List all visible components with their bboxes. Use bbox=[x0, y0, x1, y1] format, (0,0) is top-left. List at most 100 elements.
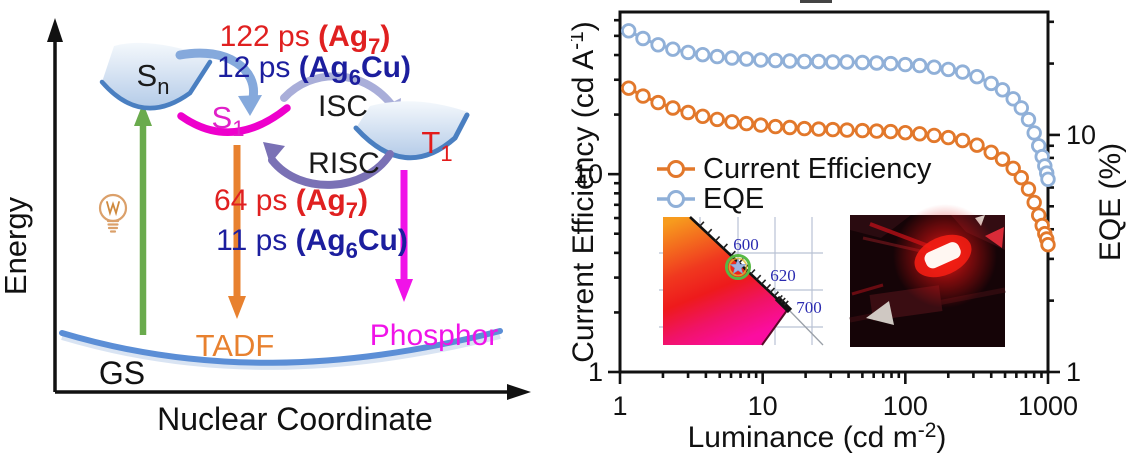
data-point-current-efficiency bbox=[926, 127, 942, 144]
data-point-eqe bbox=[680, 44, 696, 61]
sn-state-curve bbox=[99, 59, 213, 111]
data-point-current-efficiency bbox=[825, 121, 841, 138]
data-point-current-efficiency bbox=[665, 100, 681, 116]
data-point-current-efficiency bbox=[912, 126, 928, 142]
cie-purple-boundary bbox=[761, 308, 789, 346]
photo-oled-pixel bbox=[924, 242, 961, 269]
gs-label: GS bbox=[99, 355, 145, 391]
photo-gray-triangle bbox=[866, 301, 894, 325]
cie-locus-extension bbox=[787, 308, 824, 346]
data-point-eqe bbox=[782, 53, 798, 69]
sn-to-s1-arrow bbox=[175, 48, 258, 103]
cie-locus-700-segment bbox=[774, 295, 793, 314]
left-axis-title: Current Efficiency (cd A-1) bbox=[571, 21, 600, 363]
data-point-current-efficiency bbox=[854, 122, 871, 139]
data-point-current-efficiency bbox=[621, 80, 637, 96]
right-tick-label: 10 bbox=[1066, 120, 1096, 150]
data-point-eqe bbox=[1026, 125, 1042, 141]
data-point-current-efficiency bbox=[767, 118, 784, 135]
device-photo-inset bbox=[849, 204, 1006, 347]
risc-arrowhead bbox=[263, 142, 285, 164]
data-point-current-efficiency bbox=[709, 111, 725, 128]
data-point-eqe bbox=[1005, 91, 1021, 107]
isc-time-ag6cu: 12 ps (Ag6Cu) bbox=[217, 51, 411, 90]
data-point-eqe bbox=[665, 41, 681, 57]
data-point-eqe bbox=[767, 52, 784, 69]
data-point-eqe bbox=[969, 68, 985, 85]
data-point-eqe bbox=[994, 82, 1011, 98]
risc-label: RISC bbox=[308, 147, 380, 180]
sn-state-dish bbox=[102, 42, 212, 109]
excitation-arrowhead bbox=[134, 103, 152, 126]
data-point-current-efficiency bbox=[694, 108, 711, 125]
x-axis-title: Luminance (cd m-2) bbox=[688, 419, 947, 454]
data-series bbox=[621, 23, 1056, 253]
data-point-eqe bbox=[954, 64, 971, 80]
x-axis-ticks: 1 10 100 1000 bbox=[612, 372, 1078, 421]
risc-time-ag7: 64 ps (Ag7) bbox=[214, 184, 368, 223]
cie-label-620: 620 bbox=[770, 266, 796, 285]
data-point-eqe bbox=[724, 50, 740, 66]
cie-label-600: 600 bbox=[733, 235, 759, 254]
data-point-current-efficiency bbox=[1005, 160, 1021, 177]
data-point-current-efficiency bbox=[724, 114, 740, 130]
cie-label-700: 700 bbox=[796, 298, 822, 317]
tadf-label: TADF bbox=[196, 328, 275, 363]
data-point-eqe bbox=[635, 30, 651, 47]
s1-state-curve bbox=[177, 104, 291, 136]
data-point-eqe bbox=[796, 53, 813, 70]
data-point-eqe bbox=[912, 57, 928, 74]
risc-arrow bbox=[268, 150, 394, 189]
coordinate-axis-label: Nuclear Coordinate bbox=[157, 401, 433, 437]
cie-wavelength-ticks bbox=[699, 221, 789, 306]
data-point-current-efficiency bbox=[883, 123, 899, 140]
data-point-current-efficiency bbox=[994, 151, 1011, 167]
tadf-arrowhead bbox=[228, 296, 246, 319]
efficiency-chart-panel: 1 10 100 1000 1 10 1 10 Current Efficiency (c… bbox=[571, 0, 1127, 454]
plot-frame bbox=[618, 10, 1050, 374]
data-point-eqe bbox=[621, 23, 637, 39]
cie-red-region bbox=[663, 217, 788, 345]
phosphor-arrowhead bbox=[395, 279, 413, 302]
diagram-axes bbox=[47, 18, 531, 400]
energy-diagram-panel: Energy Nuclear Coordinate GS Sn S1 ISC T… bbox=[0, 18, 531, 437]
t1-state-label: T1 bbox=[421, 125, 452, 166]
data-point-current-efficiency bbox=[810, 121, 827, 137]
phosphor-label: Phosphor bbox=[370, 319, 498, 352]
data-point-eqe bbox=[940, 61, 957, 78]
sn-to-s1-arrowhead bbox=[238, 95, 262, 116]
data-point-current-efficiency bbox=[796, 120, 813, 137]
isc-arrow bbox=[280, 72, 395, 108]
gs-curve-shadow bbox=[61, 333, 501, 370]
data-point-current-efficiency bbox=[1040, 236, 1056, 253]
data-point-eqe bbox=[1040, 171, 1056, 188]
data-point-current-efficiency bbox=[680, 104, 696, 121]
x-tick-label: 100 bbox=[883, 391, 928, 421]
isc-label: ISC bbox=[318, 90, 368, 123]
data-point-current-efficiency bbox=[635, 88, 651, 104]
data-point-current-efficiency bbox=[839, 122, 855, 138]
right-tick-label: 1 bbox=[1066, 357, 1081, 387]
data-point-current-efficiency bbox=[782, 119, 798, 136]
left-tick-label: 1 bbox=[588, 357, 603, 387]
legend-dot-current-efficiency bbox=[667, 160, 685, 178]
data-point-current-efficiency bbox=[1026, 194, 1042, 211]
data-point-current-efficiency bbox=[650, 94, 666, 111]
data-point-eqe bbox=[854, 54, 871, 71]
data-point-eqe bbox=[897, 56, 914, 73]
data-point-current-efficiency bbox=[897, 124, 914, 141]
data-point-current-efficiency bbox=[954, 132, 971, 149]
cie-chromaticity-inset: 600 620 700 bbox=[659, 216, 824, 346]
data-point-current-efficiency bbox=[869, 123, 885, 139]
x-tick-label: 10 bbox=[748, 391, 778, 421]
data-point-eqe bbox=[1013, 100, 1030, 116]
cie-marker-star bbox=[729, 258, 747, 275]
data-point-eqe bbox=[753, 52, 769, 68]
data-point-eqe bbox=[738, 51, 755, 67]
data-point-current-efficiency bbox=[738, 115, 755, 132]
right-axis-title: EQE (%) bbox=[1094, 143, 1127, 261]
legend-dot-eqe bbox=[667, 190, 685, 208]
t1-state-curve bbox=[353, 112, 470, 161]
x-tick-label: 1 bbox=[612, 391, 627, 421]
data-point-eqe bbox=[694, 47, 711, 63]
